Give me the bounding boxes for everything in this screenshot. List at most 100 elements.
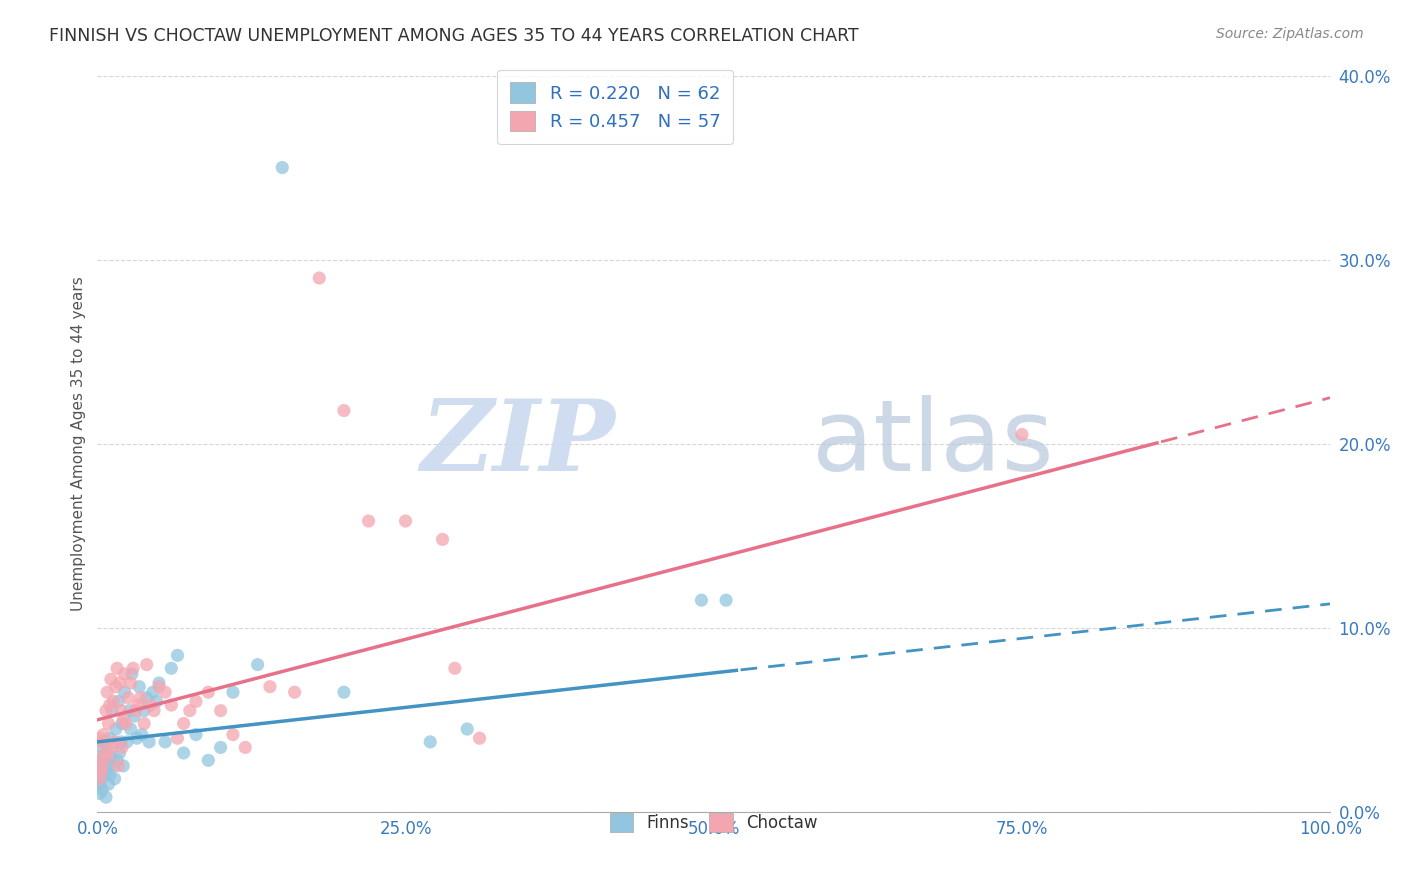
Point	[100, 673, 122, 687]
Point	[87, 772, 110, 786]
Point	[90, 753, 112, 767]
Point	[112, 759, 135, 773]
Point	[166, 731, 188, 746]
Point	[118, 704, 141, 718]
Point	[222, 685, 245, 699]
Point	[110, 735, 132, 749]
Point	[1011, 427, 1033, 442]
Point	[94, 790, 117, 805]
Point	[104, 680, 127, 694]
Point	[107, 759, 129, 773]
Point	[184, 727, 207, 741]
Point	[197, 753, 219, 767]
Point	[93, 727, 115, 741]
Point	[134, 716, 156, 731]
Point	[97, 716, 120, 731]
Point	[124, 704, 146, 718]
Point	[103, 759, 125, 773]
Point	[246, 657, 269, 672]
Point	[104, 735, 127, 749]
Point	[419, 735, 441, 749]
Text: Source: ZipAtlas.com: Source: ZipAtlas.com	[1216, 27, 1364, 41]
Text: FINNISH VS CHOCTAW UNEMPLOYMENT AMONG AGES 35 TO 44 YEARS CORRELATION CHART: FINNISH VS CHOCTAW UNEMPLOYMENT AMONG AG…	[49, 27, 859, 45]
Point	[110, 704, 132, 718]
Point	[120, 676, 142, 690]
Point	[103, 694, 125, 708]
Point	[114, 685, 136, 699]
Point	[89, 772, 111, 786]
Point	[166, 648, 188, 663]
Point	[94, 749, 117, 764]
Point	[100, 749, 122, 764]
Point	[138, 735, 160, 749]
Point	[111, 716, 134, 731]
Point	[98, 698, 121, 712]
Point	[104, 722, 127, 736]
Legend: Finns, Choctaw: Finns, Choctaw	[599, 801, 830, 844]
Point	[87, 759, 110, 773]
Point	[98, 731, 121, 746]
Point	[91, 759, 114, 773]
Point	[160, 698, 183, 712]
Point	[179, 704, 201, 718]
Point	[125, 731, 148, 746]
Point	[209, 740, 232, 755]
Point	[209, 704, 232, 718]
Point	[690, 593, 713, 607]
Point	[117, 690, 139, 705]
Point	[148, 676, 170, 690]
Point	[96, 685, 118, 699]
Point	[90, 764, 112, 779]
Point	[333, 685, 356, 699]
Point	[128, 680, 150, 694]
Point	[89, 731, 111, 746]
Text: atlas: atlas	[813, 395, 1054, 492]
Point	[94, 764, 117, 779]
Point	[114, 666, 136, 681]
Point	[91, 740, 114, 755]
Point	[96, 740, 118, 755]
Point	[111, 740, 134, 755]
Point	[87, 753, 110, 767]
Point	[333, 403, 356, 417]
Point	[145, 694, 167, 708]
Point	[94, 746, 117, 760]
Point	[139, 698, 162, 712]
Point	[104, 772, 127, 786]
Point	[115, 735, 138, 749]
Point	[114, 716, 136, 731]
Point	[444, 661, 467, 675]
Point	[357, 514, 380, 528]
Point	[93, 768, 115, 782]
Point	[121, 666, 143, 681]
Point	[173, 746, 195, 760]
Point	[94, 735, 117, 749]
Point	[120, 722, 142, 736]
Point	[153, 735, 176, 749]
Point	[148, 680, 170, 694]
Point	[105, 753, 128, 767]
Point	[101, 704, 124, 718]
Point	[142, 685, 165, 699]
Point	[94, 704, 117, 718]
Point	[394, 514, 416, 528]
Y-axis label: Unemployment Among Ages 35 to 44 years: Unemployment Among Ages 35 to 44 years	[72, 277, 86, 611]
Point	[284, 685, 307, 699]
Point	[107, 694, 129, 708]
Point	[97, 777, 120, 791]
Point	[112, 713, 135, 727]
Point	[93, 759, 115, 773]
Point	[127, 698, 149, 712]
Point	[197, 685, 219, 699]
Point	[131, 727, 153, 741]
Point	[89, 777, 111, 791]
Point	[160, 661, 183, 675]
Point	[105, 661, 128, 675]
Point	[108, 746, 131, 760]
Point	[222, 727, 245, 741]
Point	[108, 676, 131, 690]
Point	[714, 593, 737, 607]
Point	[468, 731, 491, 746]
Point	[153, 685, 176, 699]
Point	[129, 690, 152, 705]
